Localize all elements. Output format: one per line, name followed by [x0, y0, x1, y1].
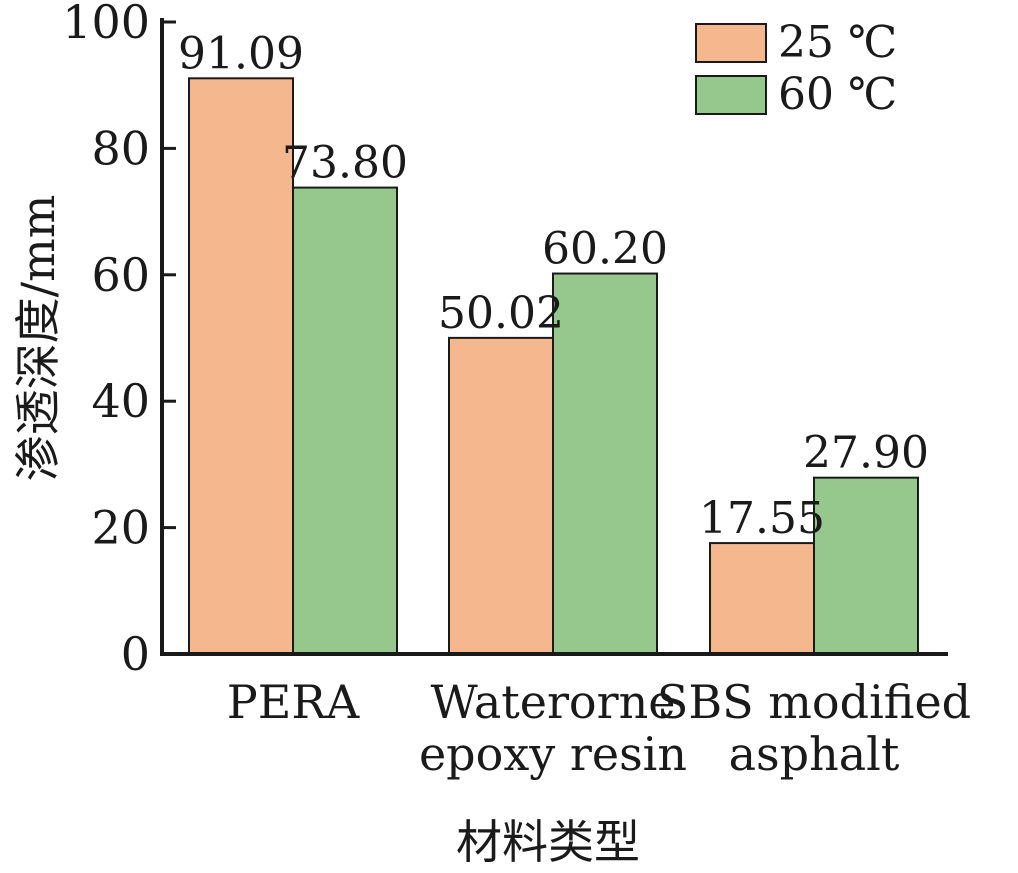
bars-group [188, 77, 919, 655]
bar-value-label: 50.02 [438, 288, 564, 339]
y-tick-label: 100 [62, 0, 150, 49]
category-label: PERA [227, 675, 360, 729]
bar-value-label: 73.80 [282, 138, 408, 189]
y-tick-label: 20 [91, 501, 150, 555]
category-label: asphalt [729, 727, 900, 781]
y-tick-label: 60 [91, 248, 150, 302]
bar-60c-0 [292, 186, 398, 655]
y-ticks-group: 0 20 40 60 80 100 [62, 0, 176, 681]
bar-value-label: 60.20 [542, 224, 668, 275]
bar-value-label: 27.90 [803, 428, 929, 479]
y-tick-label: 40 [91, 374, 150, 428]
category-label: SBS modified [657, 675, 971, 729]
y-tick-label: 0 [121, 627, 150, 681]
bar-25c-0 [188, 77, 294, 655]
bar-25c-2 [709, 542, 815, 655]
legend-swatch-60c [695, 75, 767, 115]
bar-25c-1 [448, 336, 554, 655]
legend-label: 25 ℃ [778, 17, 897, 68]
category-label: epoxy resin [419, 727, 687, 781]
legend-label: 60 ℃ [778, 69, 897, 120]
category-label: Waterorne [431, 675, 676, 729]
legend-swatch-25c [695, 23, 767, 63]
bar-value-label: 17.55 [699, 493, 825, 544]
bar-value-label: 91.09 [178, 28, 304, 79]
bar-60c-2 [813, 476, 919, 655]
data-labels-group: 91.09 50.02 17.55 73.80 60.20 27.90 [178, 28, 929, 544]
bar-60c-1 [552, 272, 658, 655]
y-axis-title: 渗透深度/mm [11, 195, 65, 482]
axes-group [160, 18, 948, 656]
x-axis-title: 材料类型 [456, 815, 640, 869]
y-tick-label: 80 [91, 121, 150, 175]
legend: 25 ℃60 ℃ [695, 17, 897, 120]
